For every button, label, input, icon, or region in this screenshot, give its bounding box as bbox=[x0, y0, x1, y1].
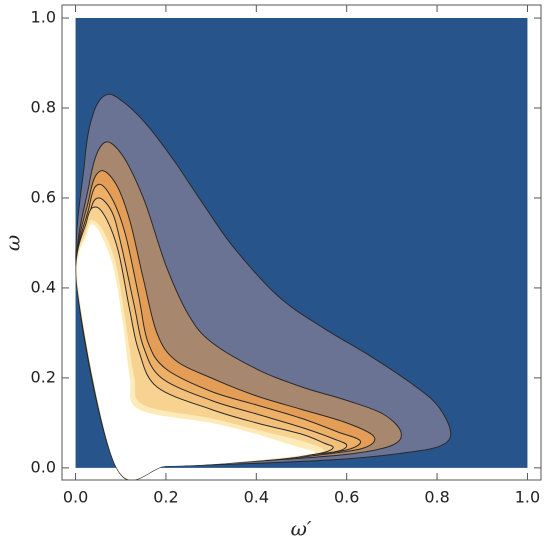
x-tick-label: 1.0 bbox=[515, 488, 540, 507]
x-tick-label: 0.8 bbox=[424, 488, 449, 507]
y-tick-label: 0.4 bbox=[31, 277, 56, 296]
plot-frame bbox=[61, 4, 542, 481]
contour-region bbox=[77, 224, 316, 480]
x-tick-label: 0.6 bbox=[334, 488, 359, 507]
y-tick-label: 0.8 bbox=[31, 98, 56, 117]
x-tick-label: 0.4 bbox=[244, 488, 269, 507]
x-axis-label: ω′ bbox=[291, 517, 312, 541]
y-tick-label: 0.6 bbox=[31, 187, 56, 206]
y-tick-label: 1.0 bbox=[31, 8, 56, 27]
x-tick-label: 0.0 bbox=[63, 488, 88, 507]
y-axis-label: ω bbox=[1, 235, 25, 251]
x-tick-label: 0.2 bbox=[153, 488, 178, 507]
y-tick-label: 0.2 bbox=[31, 367, 56, 386]
y-tick-label: 0.0 bbox=[31, 457, 56, 476]
